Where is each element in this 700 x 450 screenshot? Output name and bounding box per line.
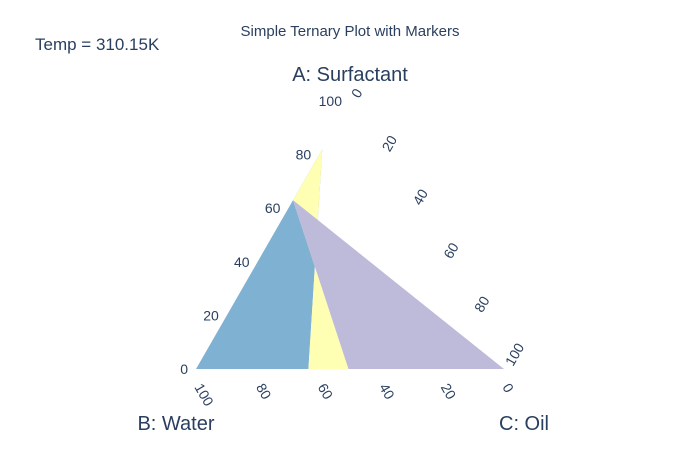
axis-c-tick-label: 80	[471, 293, 493, 315]
temp-annotation: Temp = 310.15K	[35, 35, 160, 54]
axis-c-tick-label: 100	[502, 340, 528, 368]
axis-a-tick-label: 20	[203, 307, 219, 323]
axis-b-tick-label: 100	[191, 381, 217, 409]
axis-a-tick-label: 80	[296, 147, 312, 163]
regions-layer	[196, 101, 504, 369]
axis-b-tick-label: 80	[253, 381, 275, 403]
axis-a-tick-label: 0	[180, 361, 188, 377]
axis-c-title: C: Oil	[499, 413, 549, 435]
axis-a-tick-label: 40	[234, 254, 250, 270]
axis-a-tick-label: 100	[319, 93, 343, 109]
axis-c-tick-label: 40	[409, 186, 431, 208]
axis-b-tick-label: 20	[438, 381, 460, 403]
chart-title: Simple Ternary Plot with Markers	[241, 23, 460, 40]
region-2-polygon	[293, 149, 349, 369]
axis-b-tick-label: 40	[376, 381, 398, 403]
axis-c-tick-label: 60	[440, 240, 462, 262]
axis-b-title: B: Water	[137, 413, 214, 435]
region-3-polygon	[293, 200, 504, 369]
axis-a-tick-label: 60	[265, 200, 281, 216]
axis-c-tick-label: 20	[379, 132, 401, 154]
axis-b-tick-label: 60	[315, 381, 337, 403]
axis-b-tick-label: 0	[499, 381, 517, 396]
axis-a-title: A: Surfactant	[292, 64, 408, 86]
axis-c-tick-label: 0	[348, 86, 366, 101]
